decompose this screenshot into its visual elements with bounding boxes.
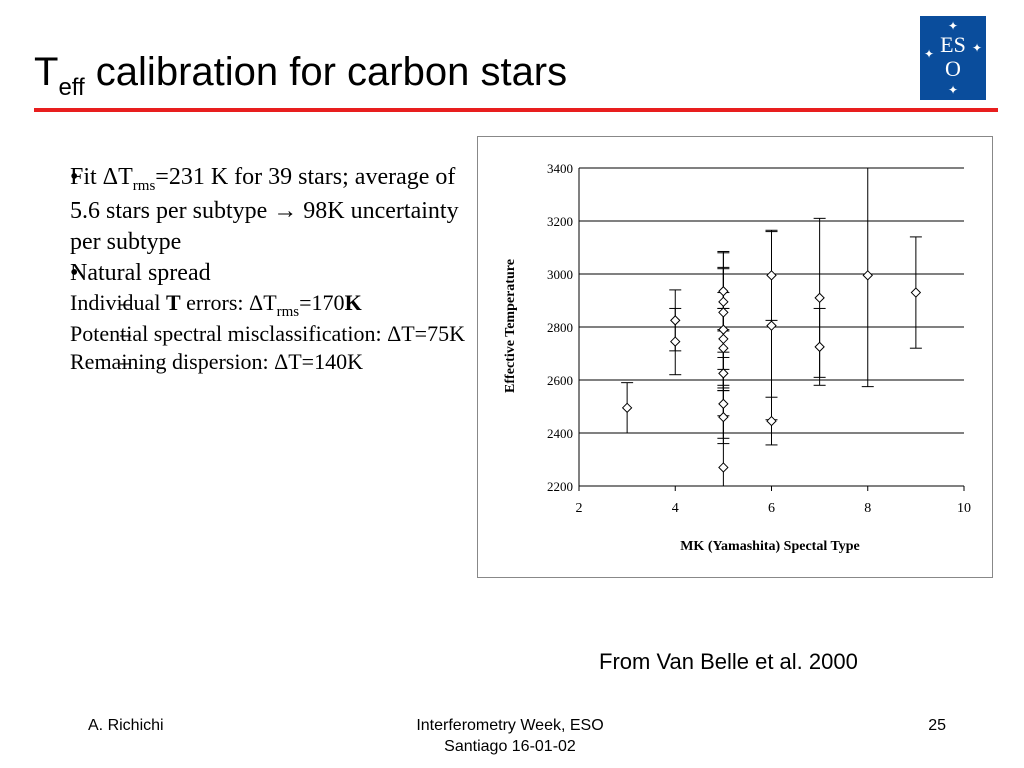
- footer-event-line1: Interferometry Week, ESO: [416, 717, 604, 734]
- y-tick-label: 2200: [547, 479, 573, 494]
- diamond-point: [621, 402, 633, 414]
- subbullet-text: Individual: [70, 290, 166, 315]
- dash-marker: –: [120, 349, 131, 374]
- subbullet-bold-k: K: [344, 290, 362, 315]
- data-points: [621, 270, 922, 473]
- eso-logo: ES O ✦ ✦ ✦ ✦: [920, 16, 986, 100]
- logo-background: [920, 16, 986, 100]
- temperature-chart: 2200 2400 2600 2800 3000 3200 3400 2 4 6 8 10 MK (Y…: [477, 136, 993, 578]
- diamond-point: [718, 307, 729, 318]
- subbullet-text: Remaining dispersion: ΔT=140K: [70, 349, 363, 374]
- subscript-rms: rms: [132, 178, 156, 194]
- source-credit: From Van Belle et al. 2000: [599, 649, 858, 674]
- star-icon: ✦: [948, 19, 958, 33]
- title-rule: [34, 108, 998, 112]
- diamond-point: [718, 286, 729, 297]
- diamond-point: [718, 296, 729, 308]
- diamond-point: [718, 398, 729, 410]
- bullet-marker: •: [70, 260, 79, 286]
- subscript-rms: rms: [276, 304, 300, 320]
- dash-marker: –: [120, 321, 131, 346]
- footer-event-line2: Santiago 16-01-02: [444, 738, 576, 755]
- x-tick-label: 2: [576, 501, 583, 516]
- figure-frame: [477, 136, 993, 578]
- y-tick-label: 2600: [547, 373, 573, 388]
- subbullet-text: Potential spectral misclassification: ΔT…: [70, 321, 465, 346]
- bullet-fit-text: Fit ΔT: [70, 164, 133, 190]
- x-tick-label: 4: [672, 501, 679, 516]
- diamond-point: [718, 411, 729, 423]
- y-tick-label: 2800: [547, 320, 573, 335]
- slide-title: Teff calibration for carbon stars: [34, 48, 567, 102]
- subbullet-remaining-dispersion: – Remaining dispersion: ΔT=140K: [70, 348, 470, 376]
- y-axis-label: Effective Temperature: [503, 259, 518, 393]
- diamond-point: [766, 415, 777, 427]
- logo-letters-es: ES: [940, 32, 966, 57]
- title-rest: calibration for carbon stars: [84, 50, 568, 94]
- diamond-point: [814, 292, 825, 304]
- footer-author: A. Richichi: [88, 717, 164, 734]
- diamond-point: [718, 368, 729, 379]
- subbullet-text-mid: errors: ΔT: [180, 290, 277, 315]
- subbullet-misclassification: – Potential spectral misclassification: Δ…: [70, 320, 470, 348]
- subbullet-individual-errors: – Individual T errors: ΔTrms=170K: [70, 289, 470, 320]
- diamond-point: [718, 462, 729, 473]
- y-tick-label: 3200: [547, 214, 573, 229]
- star-icon: ✦: [924, 47, 934, 61]
- diamond-point: [670, 315, 681, 326]
- diamond-point: [862, 270, 873, 281]
- x-axis-label: MK (Yamashita) Spectal Type: [680, 539, 860, 554]
- star-icon: ✦: [948, 83, 958, 97]
- y-tick-label: 3000: [547, 267, 573, 282]
- bullet-natural-spread-text: Natural spread: [70, 260, 211, 286]
- footer-event: Interferometry Week, ESO Santiago 16-01-…: [360, 715, 660, 757]
- diamond-point: [910, 287, 922, 298]
- x-tick-label: 6: [768, 501, 775, 516]
- bullet-fit: • Fit ΔTrms=231 K for 39 stars; average o…: [70, 162, 470, 258]
- star-icon: ✦: [972, 41, 982, 55]
- footer-page-number: 25: [928, 717, 946, 734]
- bullet-marker: •: [70, 164, 79, 190]
- diamond-point: [766, 320, 777, 331]
- diamond-point: [670, 336, 681, 347]
- bullet-natural-spread: • Natural spread: [70, 258, 470, 289]
- subbullet-bold-t: T: [165, 290, 181, 315]
- subbullet-value: =170: [299, 290, 345, 315]
- diamond-point: [718, 342, 729, 354]
- diamond-point: [814, 341, 825, 353]
- title-main: T: [34, 50, 59, 94]
- axes: [578, 168, 965, 491]
- bullet-fit-text-rest: =231 K for 39 stars; average of 5.6 star…: [70, 164, 459, 255]
- x-tick-label: 10: [957, 501, 971, 516]
- x-tick-label: 8: [864, 501, 871, 516]
- y-tick-label: 3400: [547, 161, 573, 176]
- diamond-point: [766, 270, 777, 281]
- bullet-list: • Fit ΔTrms=231 K for 39 stars; average o…: [70, 162, 470, 376]
- dash-marker: –: [120, 290, 131, 315]
- logo-letter-o: O: [945, 56, 961, 81]
- title-subscript: eff: [58, 74, 85, 101]
- tick-labels: 2200 2400 2600 2800 3000 3200 3400 2 4 6 8 10: [547, 161, 971, 516]
- y-tick-label: 2400: [547, 426, 573, 441]
